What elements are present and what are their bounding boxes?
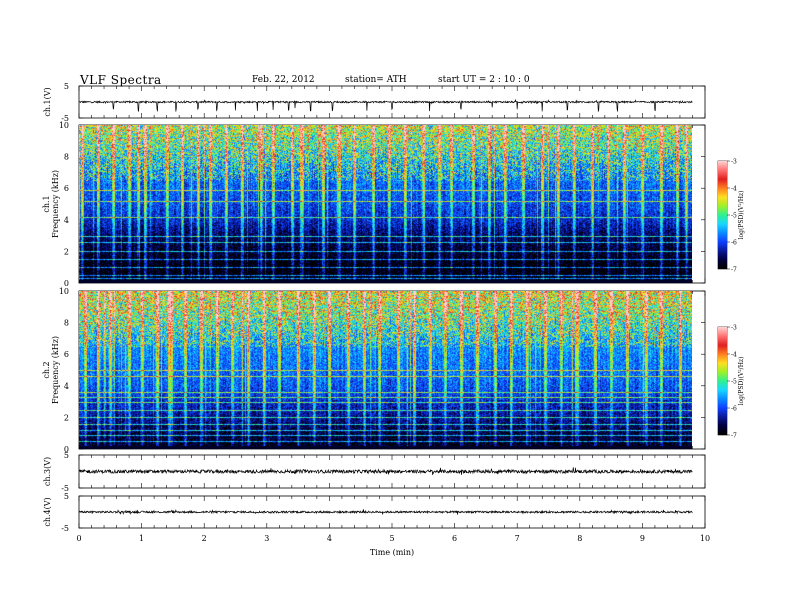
x-tick-label: 7 [515,534,520,543]
ch2-spectrogram-ylabel: Frequency (kHz) [51,336,60,404]
ch1-colorbar [718,161,727,269]
start-time-label: start UT = 2 : 10 : 0 [438,75,530,85]
ch2-colorbar-label: log(PSD)(V²/Hz) [738,357,745,406]
y-tick-label: 0 [64,279,69,288]
y-tick-label: 8 [64,153,69,162]
y-tick-label: 0 [64,445,69,454]
colorbar-tick-label: -4 [731,186,737,193]
x-tick-label: 0 [76,534,81,543]
ch1-spectrogram-ylabel-channel: ch.1 [42,195,51,212]
ch1-waveform-trace [78,98,693,113]
colorbar-tick-label: -4 [731,352,737,359]
x-tick-label: 5 [389,534,394,543]
colorbar-tick-label: -3 [731,325,737,332]
y-tick-label: 5 [64,82,69,91]
colorbar-tick-label: -5 [731,379,737,386]
y-tick-label: 6 [64,184,69,193]
y-tick-label: 8 [64,319,69,328]
y-tick-label: -5 [61,114,69,123]
colorbar-tick-label: -7 [731,433,737,440]
date-label: Feb. 22, 2012 [252,75,315,85]
y-tick-label: 10 [59,287,69,296]
x-tick-label: 3 [264,534,269,543]
colorbar-tick-label: -6 [731,406,737,413]
y-tick-label: 10 [59,121,69,130]
ch1-waveform-ylabel: ch.1(V) [43,87,52,116]
ch4-waveform-ylabel: ch.4(V) [43,497,52,526]
x-tick-label: 1 [139,534,144,543]
ch2-spectrogram-ylabel-channel: ch.2 [42,361,51,378]
y-tick-label: -5 [61,524,69,533]
x-tick-label: 4 [327,534,332,543]
x-tick-label: 8 [577,534,582,543]
x-tick-label: 10 [700,534,710,543]
y-tick-label: 5 [64,492,69,501]
colorbar-tick-label: -5 [731,213,737,220]
y-tick-label: -5 [61,484,69,493]
colorbar-tick-label: -7 [731,267,737,274]
y-tick-label: 5 [64,451,69,460]
ch4-waveform-trace [78,509,693,516]
figure-title: VLF Spectra [80,73,162,87]
colorbar-tick-label: -6 [731,240,737,247]
y-tick-label: 2 [64,413,69,422]
x-tick-label: 2 [202,534,207,543]
ch2-spectrogram-image [79,291,692,449]
y-tick-label: 4 [64,216,69,225]
x-tick-label: 6 [452,534,457,543]
y-tick-label: 6 [64,350,69,359]
ch3-waveform-ylabel: ch.3(V) [43,457,52,486]
ch1-spectrogram-image [79,125,692,283]
colorbar-tick-label: -3 [731,159,737,166]
ch2-colorbar [718,327,727,435]
x-tick-label: 9 [640,534,645,543]
station-label: station= ATH [345,75,407,85]
y-tick-label: 2 [64,247,69,256]
ch3-waveform-trace [78,467,693,475]
ch1-colorbar-label: log(PSD)(V²/Hz) [738,191,745,240]
ch1-spectrogram-ylabel: Frequency (kHz) [51,170,60,238]
x-axis-label: Time (min) [370,548,414,557]
y-tick-label: 4 [64,382,69,391]
